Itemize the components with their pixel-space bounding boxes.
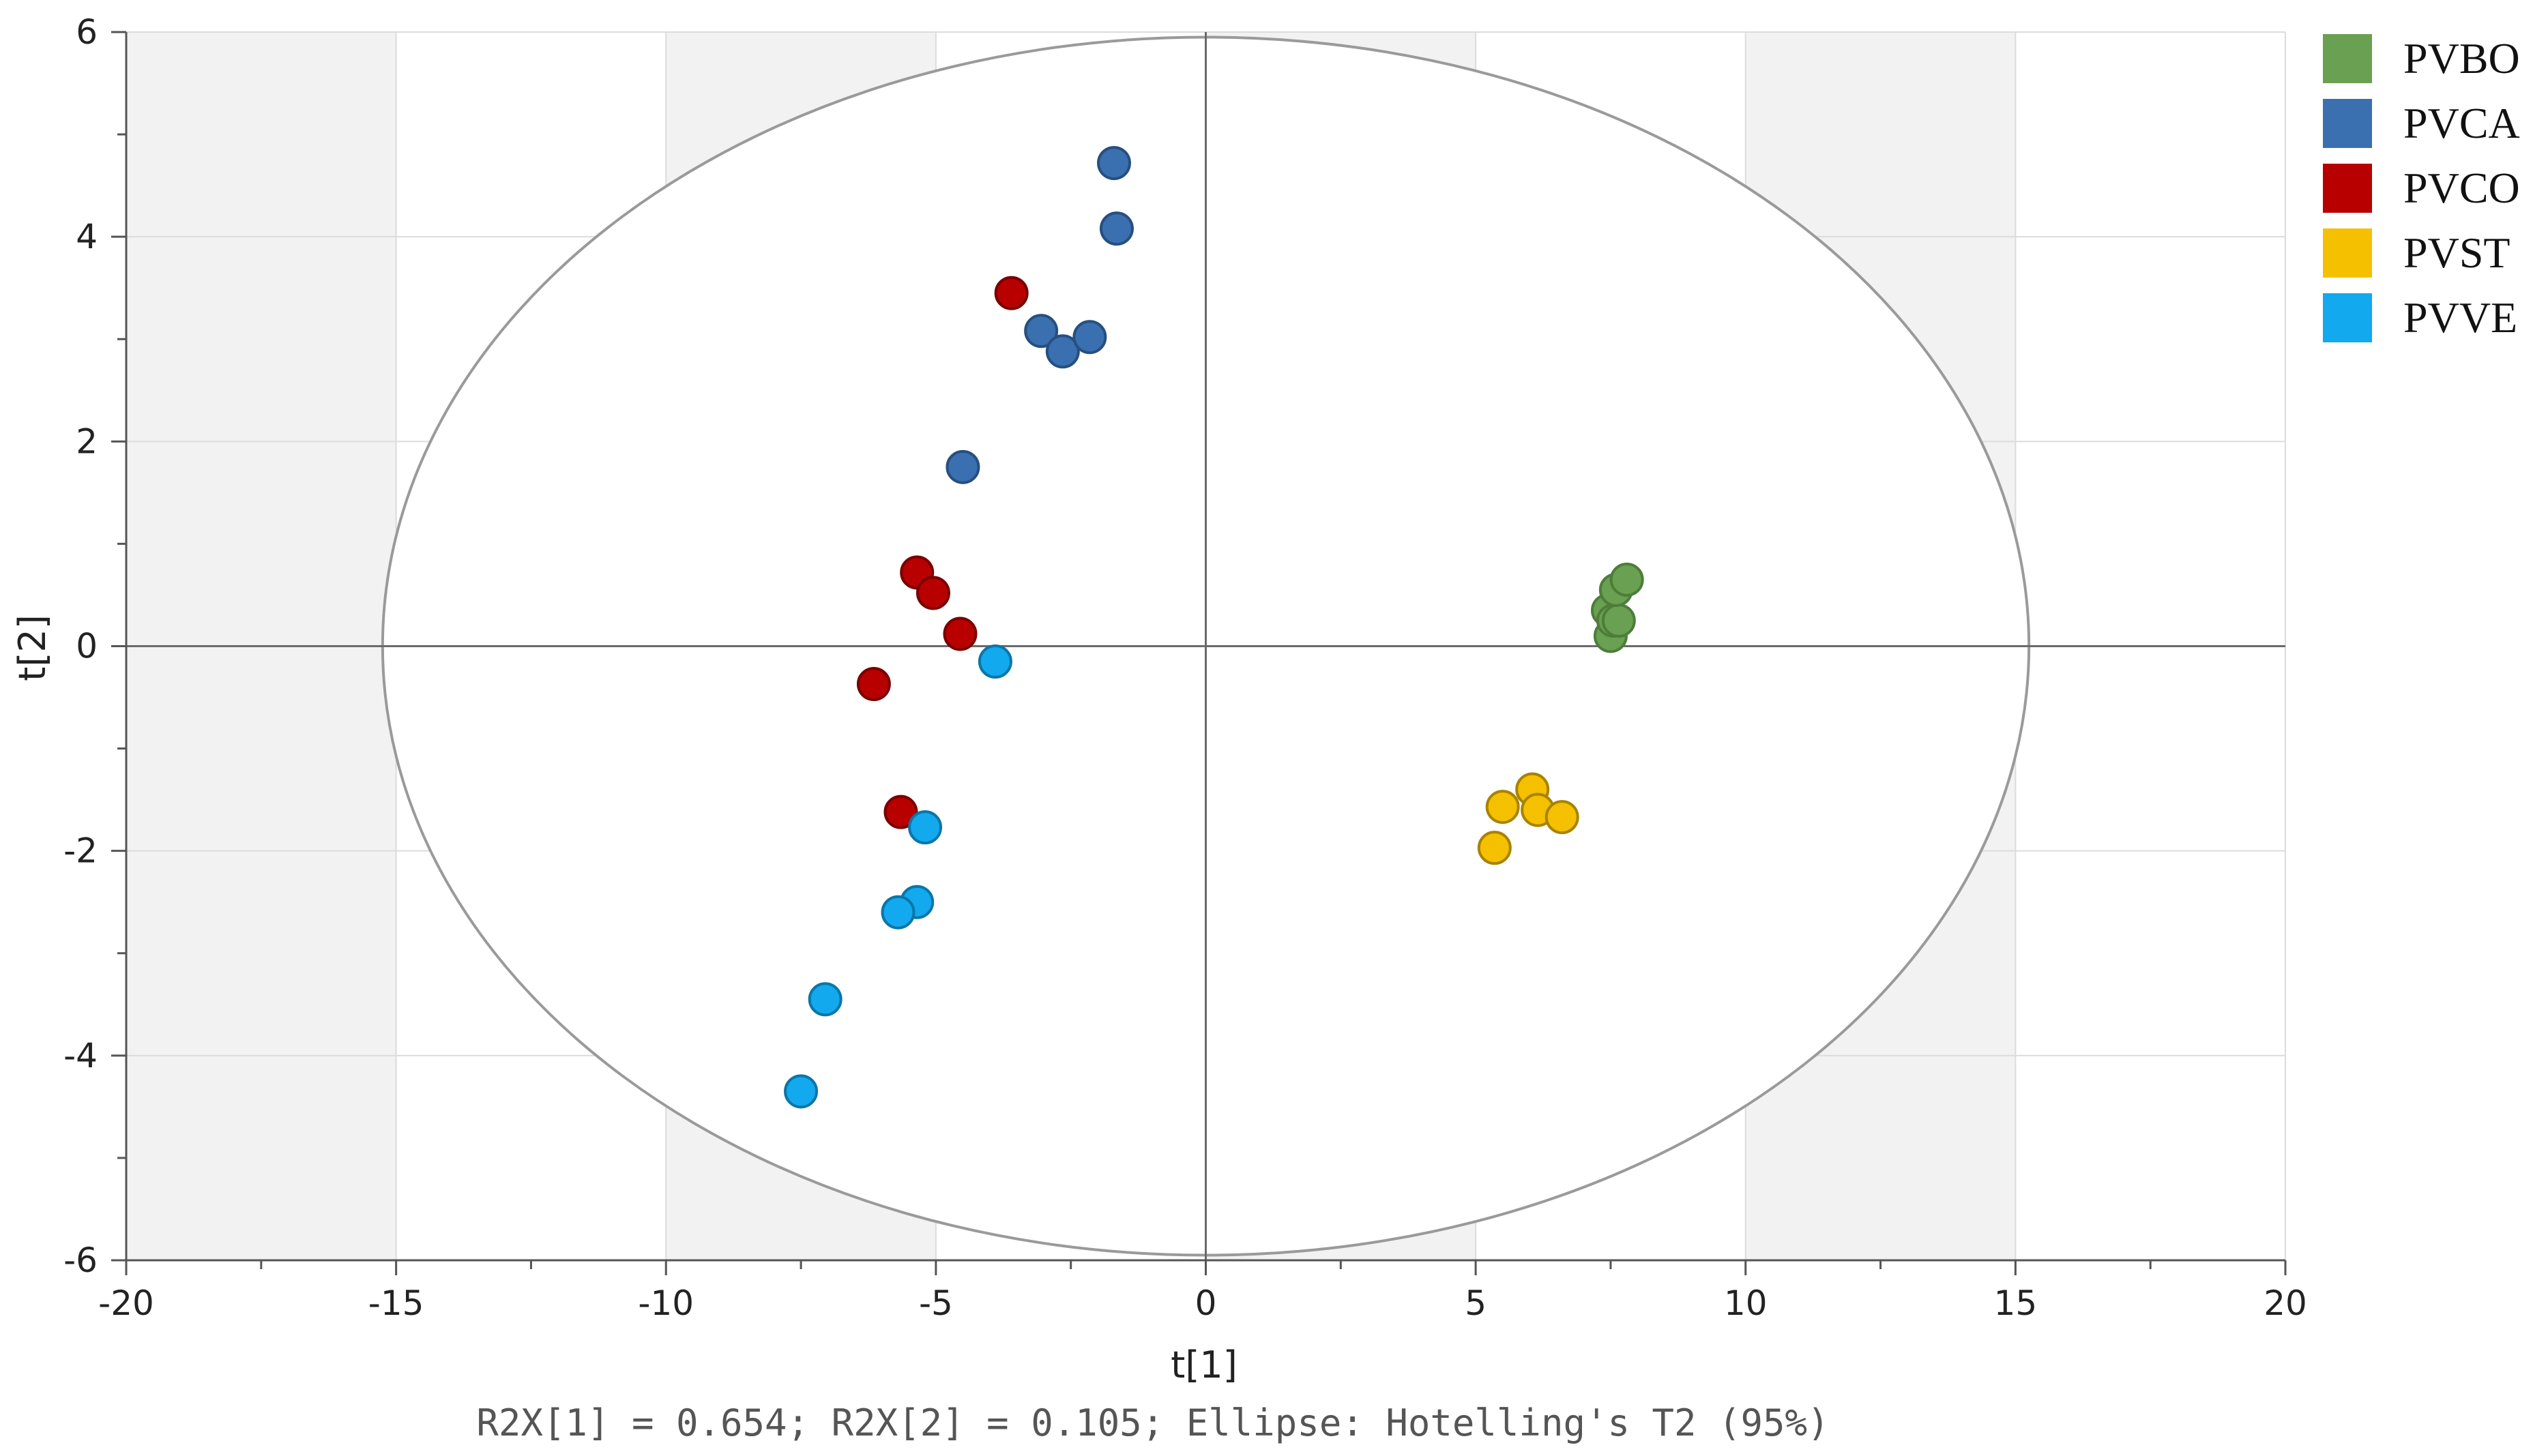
x-tick-label: -5: [919, 1283, 953, 1323]
data-point: [908, 810, 943, 845]
x-tick-label: 5: [1465, 1283, 1487, 1323]
series-pvco: [856, 276, 1029, 829]
series-pvca: [946, 146, 1134, 484]
y-tick-label: 0: [76, 627, 98, 666]
y-tick-label: 2: [76, 421, 98, 461]
data-point: [1096, 146, 1131, 181]
data-points: [784, 146, 1644, 1109]
legend-swatch-pvca: [2323, 99, 2372, 148]
y-axis-label: t[2]: [11, 614, 54, 681]
data-point: [978, 644, 1012, 679]
data-point: [1477, 831, 1512, 865]
x-tick-label: 15: [1994, 1283, 2038, 1323]
y-tick-label: -2: [63, 831, 98, 871]
y-tick-label: -6: [63, 1240, 98, 1280]
model-footnote: R2X[1] = 0.654; R2X[2] = 0.105; Ellipse:…: [476, 1401, 1829, 1444]
data-point: [856, 667, 891, 702]
data-point: [784, 1074, 819, 1109]
data-point: [943, 616, 978, 651]
data-point: [1544, 800, 1579, 835]
legend-swatch-pvbo: [2323, 34, 2372, 83]
legend: PVBO PVCA PVCO PVST PVVE: [2323, 34, 2520, 342]
data-point: [808, 982, 843, 1017]
legend-label-pvve: PVVE: [2403, 293, 2517, 342]
x-tick-label: 0: [1195, 1283, 1217, 1323]
legend-swatch-pvco: [2323, 164, 2372, 213]
legend-label-pvst: PVST: [2403, 228, 2510, 277]
x-tick-label: -10: [638, 1283, 694, 1323]
data-point: [1099, 211, 1134, 246]
data-point: [1045, 334, 1080, 369]
tick-marks: [111, 31, 2287, 1275]
y-tick-label: 6: [76, 12, 98, 52]
data-point: [883, 794, 918, 829]
x-tick-label: 10: [1724, 1283, 1768, 1323]
legend-label-pvbo: PVBO: [2403, 34, 2520, 83]
data-point: [1024, 314, 1059, 348]
data-point: [1601, 603, 1636, 638]
data-point: [881, 895, 916, 930]
data-point: [1485, 790, 1520, 824]
data-point: [994, 276, 1029, 310]
data-point: [1609, 562, 1644, 597]
y-tick-label: 4: [76, 217, 98, 256]
data-point: [1072, 320, 1107, 355]
x-tick-label: -15: [368, 1283, 424, 1323]
legend-label-pvco: PVCO: [2403, 164, 2520, 212]
series-pvve: [784, 644, 1012, 1109]
legend-swatch-pvst: [2323, 228, 2372, 278]
x-tick-label: -20: [98, 1283, 154, 1323]
y-tick-label: -4: [63, 1036, 98, 1075]
x-tick-label: 20: [2264, 1283, 2307, 1323]
legend-label-pvca: PVCA: [2403, 99, 2520, 147]
data-point: [916, 576, 950, 610]
data-point: [946, 449, 980, 484]
zero-lines: [126, 32, 2285, 1260]
x-axis-label: t[1]: [1171, 1343, 1238, 1386]
series-pvbo: [1590, 562, 1644, 653]
legend-swatch-pvve: [2323, 293, 2372, 342]
series-pvst: [1477, 772, 1579, 865]
